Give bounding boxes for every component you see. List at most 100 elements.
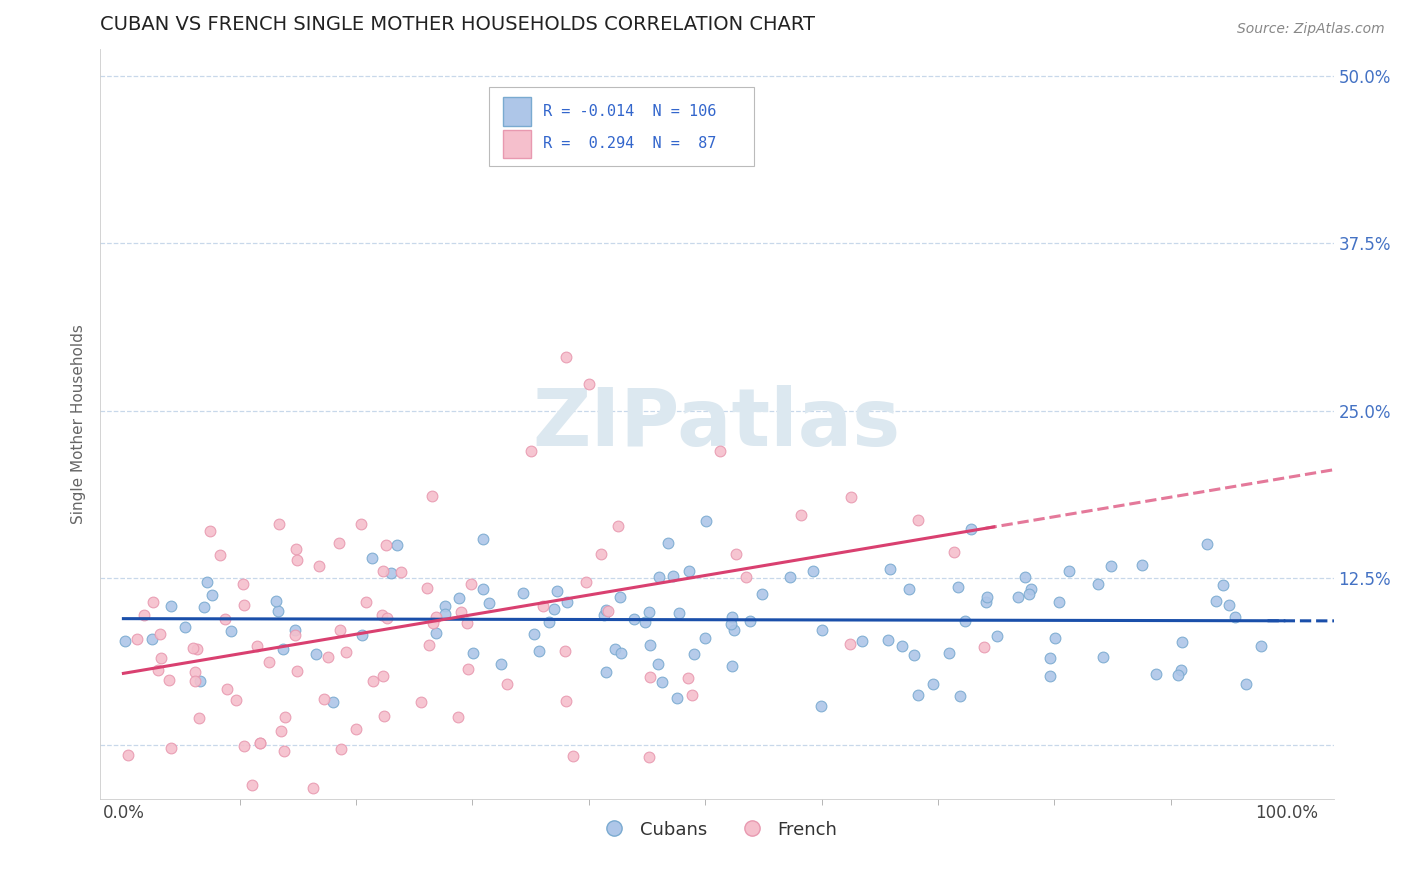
Point	[159, 741, 181, 756]
Point	[233, 739, 256, 753]
Point	[198, 524, 221, 538]
Point	[1039, 651, 1062, 665]
Point	[132, 607, 155, 622]
Point	[457, 662, 479, 676]
Point	[434, 607, 457, 621]
Point	[562, 749, 585, 764]
Point	[274, 709, 297, 723]
Point	[257, 655, 280, 669]
Point	[195, 574, 218, 589]
Point	[385, 538, 408, 552]
Point	[638, 605, 661, 619]
Point	[554, 149, 576, 163]
Point	[1091, 650, 1114, 665]
Point	[890, 639, 912, 653]
Point	[1019, 582, 1042, 596]
Point	[308, 558, 330, 573]
Point	[375, 611, 398, 625]
Point	[531, 599, 554, 613]
Point	[596, 604, 619, 618]
FancyBboxPatch shape	[489, 87, 754, 166]
Point	[1018, 587, 1040, 601]
Point	[595, 665, 617, 679]
Point	[150, 651, 173, 665]
Point	[267, 604, 290, 618]
Point	[877, 633, 900, 648]
Point	[184, 665, 207, 680]
Point	[1087, 577, 1109, 591]
Point	[354, 595, 377, 609]
Point	[838, 637, 860, 651]
Point	[375, 538, 398, 552]
Point	[1195, 537, 1218, 551]
Point	[1007, 590, 1029, 604]
Point	[751, 587, 773, 601]
Point	[471, 532, 494, 546]
Point	[314, 692, 336, 706]
Point	[810, 698, 832, 713]
Point	[681, 688, 703, 702]
Point	[640, 670, 662, 684]
Point	[1218, 598, 1240, 612]
Point	[695, 515, 717, 529]
Point	[1144, 667, 1167, 681]
Bar	[503, 97, 530, 126]
Point	[232, 598, 254, 612]
Point	[693, 632, 716, 646]
Point	[648, 570, 671, 584]
Point	[249, 736, 271, 750]
Point	[1057, 565, 1080, 579]
Point	[1043, 631, 1066, 645]
Point	[329, 623, 352, 637]
Point	[188, 673, 211, 688]
Point	[640, 638, 662, 652]
Point	[456, 615, 478, 630]
Point	[851, 633, 873, 648]
Point	[603, 641, 626, 656]
Point	[240, 778, 263, 792]
Point	[725, 547, 748, 561]
Text: CUBAN VS FRENCH SINGLE MOTHER HOUSEHOLDS CORRELATION CHART: CUBAN VS FRENCH SINGLE MOTHER HOUSEHOLDS…	[100, 15, 815, 34]
Point	[181, 641, 204, 656]
Point	[779, 570, 801, 584]
Point	[273, 744, 295, 758]
Point	[662, 569, 685, 583]
Text: R =  0.294  N =  87: R = 0.294 N = 87	[543, 136, 716, 152]
Point	[678, 564, 700, 578]
Point	[657, 536, 679, 550]
Point	[450, 605, 472, 619]
Point	[489, 657, 512, 672]
Point	[125, 632, 148, 647]
Point	[1039, 669, 1062, 683]
Point	[422, 615, 444, 630]
Point	[623, 612, 645, 626]
Point	[538, 615, 561, 629]
Point	[186, 642, 208, 657]
Point	[1223, 610, 1246, 624]
Point	[305, 647, 328, 661]
Point	[709, 443, 731, 458]
Point	[523, 627, 546, 641]
Point	[420, 489, 443, 503]
Point	[953, 614, 976, 628]
Point	[284, 623, 307, 637]
Point	[471, 582, 494, 596]
Point	[949, 690, 972, 704]
Point	[555, 594, 578, 608]
Point	[425, 626, 447, 640]
Point	[1250, 640, 1272, 654]
Point	[411, 696, 433, 710]
Point	[264, 594, 287, 608]
Point	[595, 603, 617, 617]
Point	[1171, 635, 1194, 649]
Point	[610, 646, 633, 660]
Point	[208, 549, 231, 563]
Point	[734, 570, 756, 584]
Text: Source: ZipAtlas.com: Source: ZipAtlas.com	[1237, 22, 1385, 37]
Point	[723, 624, 745, 638]
Point	[593, 607, 616, 622]
Point	[897, 582, 920, 597]
Point	[328, 535, 350, 549]
Point	[284, 628, 307, 642]
Point	[174, 620, 197, 634]
